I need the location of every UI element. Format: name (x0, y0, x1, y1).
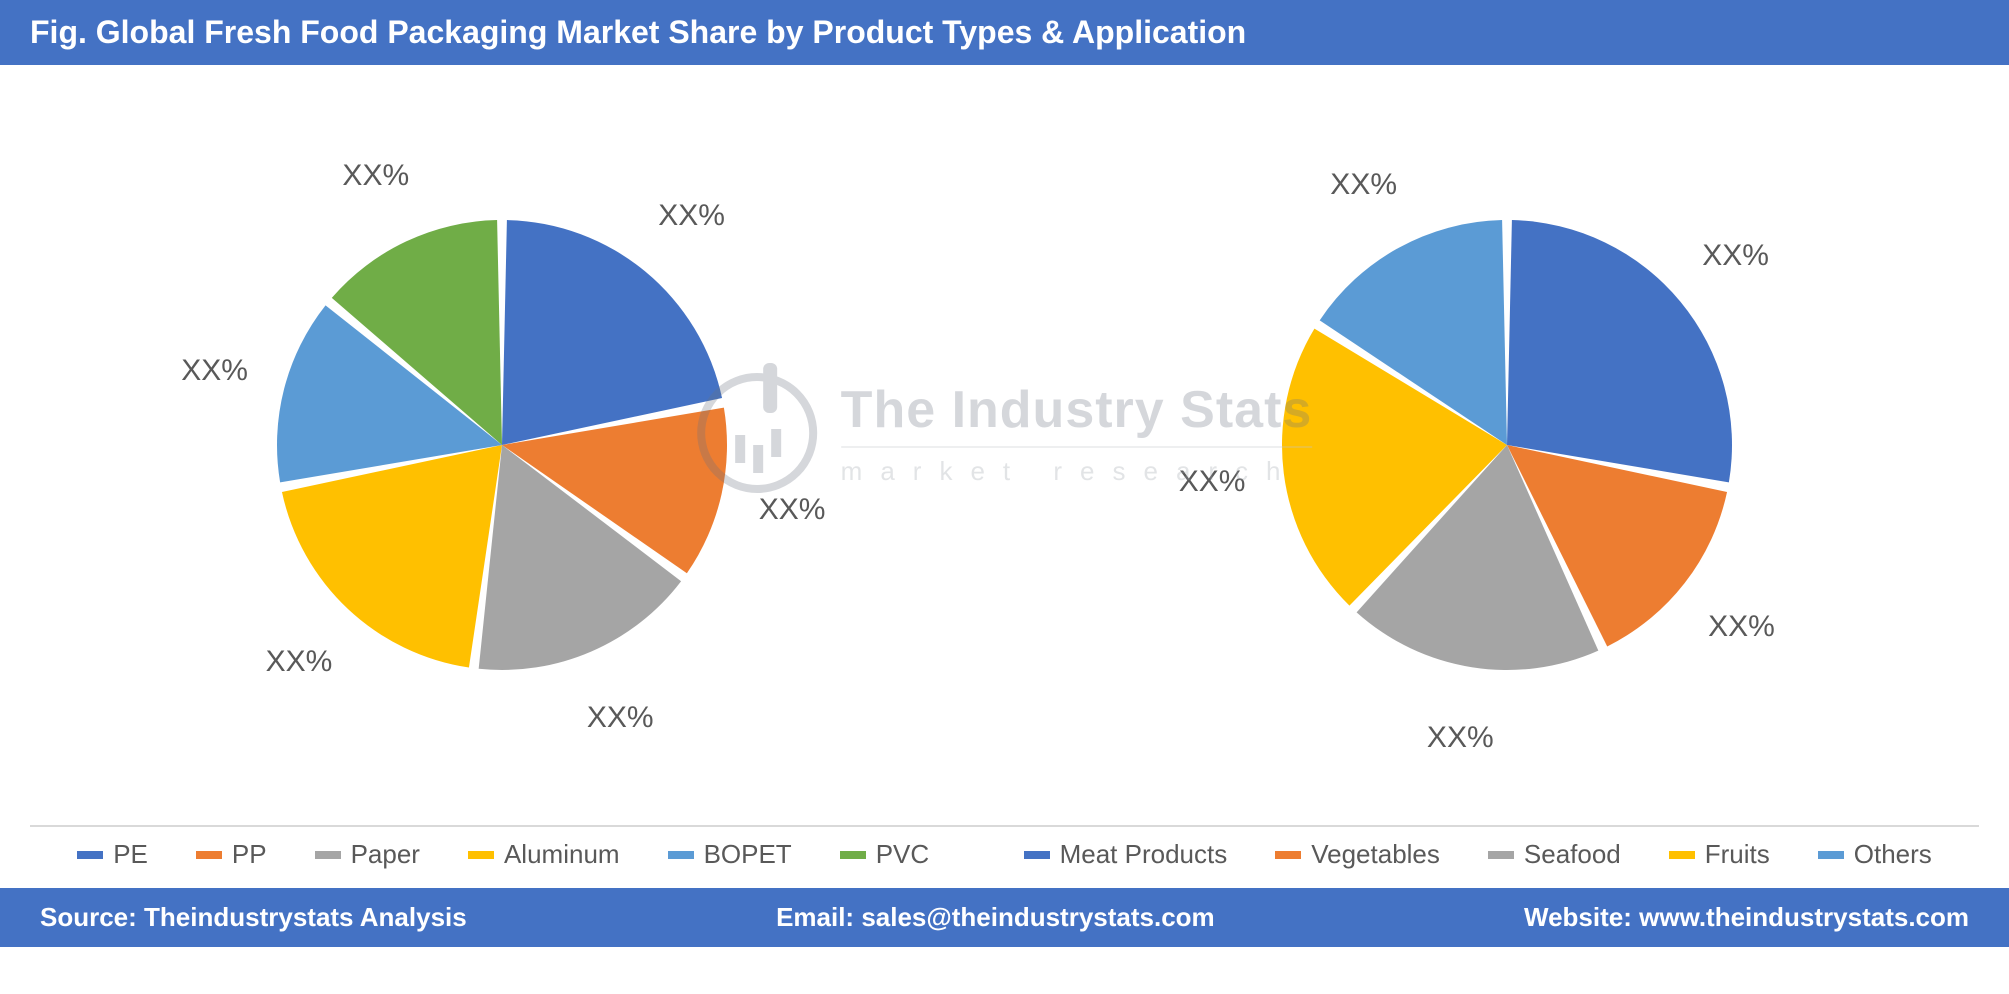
legend-item: Vegetables (1275, 839, 1440, 870)
legend-item: PVC (840, 839, 929, 870)
footer-bar: Source: Theindustrystats Analysis Email:… (0, 888, 2009, 947)
pie-slice (1507, 220, 1732, 482)
slice-label: XX% (587, 701, 654, 735)
title-text: Fig. Global Fresh Food Packaging Market … (30, 14, 1246, 50)
legend-item: Seafood (1488, 839, 1621, 870)
legend-product-types: PE PP Paper Aluminum BOPET PVC (77, 839, 929, 870)
legend-swatch (1669, 851, 1695, 859)
legend-item: Others (1818, 839, 1932, 870)
legend-swatch (668, 851, 694, 859)
legend-row: PE PP Paper Aluminum BOPET PVC Meat Products V… (0, 827, 2009, 888)
legend-label: PP (232, 839, 267, 870)
slice-label: XX% (181, 354, 248, 388)
slice-label: XX% (1708, 610, 1775, 644)
legend-label: Fruits (1705, 839, 1770, 870)
legend-application: Meat Products Vegetables Seafood Fruits Othe… (1024, 839, 1932, 870)
legend-label: Seafood (1524, 839, 1621, 870)
slice-label: XX% (658, 199, 725, 233)
legend-swatch (468, 851, 494, 859)
slice-label: XX% (1179, 465, 1246, 499)
slice-label: XX% (266, 645, 333, 679)
legend-swatch (196, 851, 222, 859)
legend-label: PE (113, 839, 148, 870)
legend-item: Meat Products (1024, 839, 1228, 870)
slice-label: XX% (1702, 239, 1769, 273)
pie-slice (282, 445, 502, 668)
legend-swatch (840, 851, 866, 859)
legend-label: Meat Products (1060, 839, 1228, 870)
pie-slice (502, 220, 722, 445)
legend-swatch (1488, 851, 1514, 859)
footer-website-value: www.theindustrystats.com (1639, 902, 1969, 932)
footer-email: Email: sales@theindustrystats.com (776, 902, 1215, 933)
slice-label: XX% (759, 493, 826, 527)
pie-chart-product-types: XX%XX%XX%XX%XX%XX% (242, 185, 762, 705)
legend-label: PVC (876, 839, 929, 870)
footer-website: Website: www.theindustrystats.com (1524, 902, 1969, 933)
legend-item: PP (196, 839, 267, 870)
footer-email-value: sales@theindustrystats.com (861, 902, 1214, 932)
legend-swatch (77, 851, 103, 859)
pie-chart-application: XX%XX%XX%XX%XX% (1247, 185, 1767, 705)
slice-label: XX% (1427, 721, 1494, 755)
legend-swatch (1024, 851, 1050, 859)
slice-label: XX% (1330, 168, 1397, 202)
chart-panel-left: XX% XX% XX% XX% XX% XX% (0, 65, 1005, 825)
legend-label: Vegetables (1311, 839, 1440, 870)
slice-label: XX% (342, 159, 409, 193)
chart-panel-right: XX% XX% XX% XX% XX% (1005, 65, 2009, 825)
legend-label: Others (1854, 839, 1932, 870)
legend-swatch (1275, 851, 1301, 859)
legend-item: BOPET (668, 839, 792, 870)
legend-item: Aluminum (468, 839, 620, 870)
charts-area: XX%XX%XX%XX%XX%XX% XX%XX%XX%XX%XX% The I… (0, 65, 2009, 825)
footer-website-label: Website: (1524, 902, 1639, 932)
legend-swatch (1818, 851, 1844, 859)
legend-swatch (315, 851, 341, 859)
footer-source-value: Theindustrystats Analysis (144, 902, 467, 932)
footer-source: Source: Theindustrystats Analysis (40, 902, 467, 933)
legend-item: PE (77, 839, 148, 870)
legend-label: Paper (351, 839, 420, 870)
legend-label: BOPET (704, 839, 792, 870)
footer-email-label: Email: (776, 902, 861, 932)
footer-source-label: Source: (40, 902, 144, 932)
legend-item: Fruits (1669, 839, 1770, 870)
title-bar: Fig. Global Fresh Food Packaging Market … (0, 0, 2009, 65)
legend-item: Paper (315, 839, 420, 870)
legend-label: Aluminum (504, 839, 620, 870)
